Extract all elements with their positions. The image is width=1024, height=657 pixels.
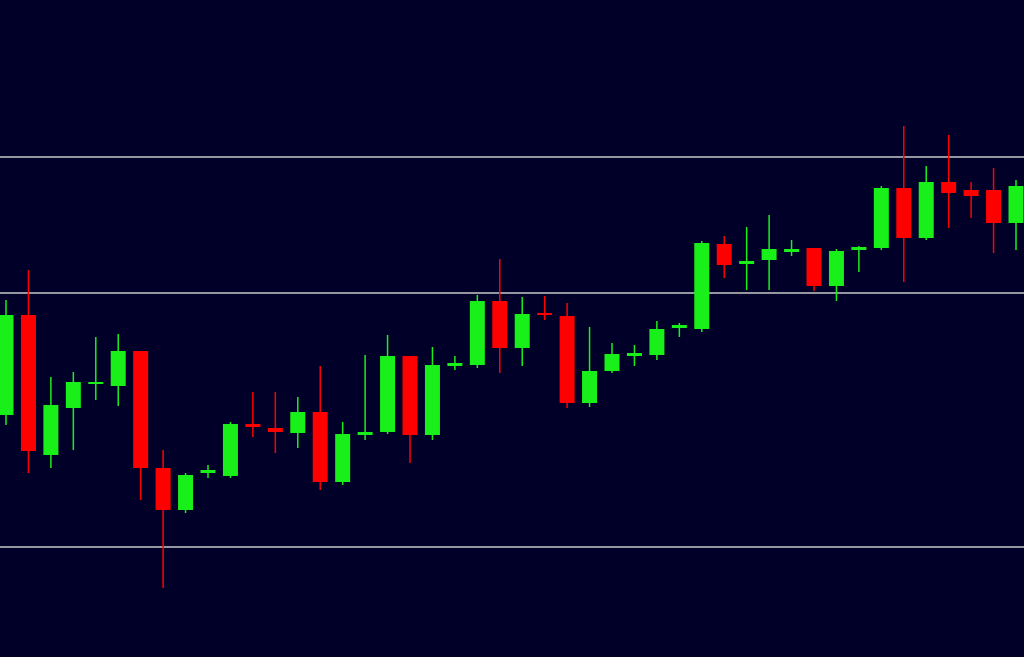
candle-body bbox=[447, 363, 463, 366]
candle-body bbox=[222, 424, 238, 476]
candle-body bbox=[918, 182, 934, 238]
candle-body bbox=[133, 351, 149, 468]
candle-body bbox=[986, 190, 1002, 223]
candle-body bbox=[851, 247, 867, 250]
candle-body bbox=[290, 412, 306, 433]
candle-body bbox=[200, 470, 216, 473]
candle-body bbox=[245, 424, 261, 427]
candle-body bbox=[492, 301, 508, 348]
candle-body bbox=[178, 475, 194, 510]
candle-body bbox=[941, 182, 957, 193]
candle-body bbox=[514, 314, 530, 348]
candle-body bbox=[559, 316, 575, 403]
candle-body bbox=[424, 365, 440, 435]
candle-body bbox=[357, 432, 373, 435]
candle-body bbox=[784, 249, 800, 252]
candle-body bbox=[604, 354, 620, 371]
candle-body bbox=[761, 249, 777, 260]
candle-body bbox=[626, 353, 642, 356]
candle-body bbox=[828, 251, 844, 286]
candle-body bbox=[739, 261, 755, 264]
candle-body bbox=[671, 325, 687, 328]
candle-body bbox=[469, 301, 485, 365]
candle-body bbox=[402, 356, 418, 435]
candle-body bbox=[1008, 186, 1024, 223]
candle-body bbox=[716, 244, 732, 265]
candle-body bbox=[806, 248, 822, 286]
candle-body bbox=[380, 356, 396, 432]
candle-body bbox=[0, 315, 14, 415]
candle-body bbox=[896, 188, 912, 238]
candle-body bbox=[155, 468, 171, 510]
candle-body bbox=[88, 382, 104, 384]
candle-body bbox=[694, 243, 710, 329]
candle-body bbox=[649, 329, 665, 355]
candle-body bbox=[20, 315, 36, 451]
candle-body bbox=[312, 412, 328, 482]
candle-body bbox=[65, 382, 81, 408]
candle-body bbox=[873, 188, 889, 248]
candle-body bbox=[335, 434, 351, 482]
candle-body bbox=[537, 313, 553, 315]
candle-body bbox=[43, 405, 59, 455]
candle-body bbox=[582, 371, 598, 403]
candle-body bbox=[110, 351, 126, 386]
candle-body bbox=[267, 428, 283, 432]
candle-body bbox=[963, 190, 979, 196]
